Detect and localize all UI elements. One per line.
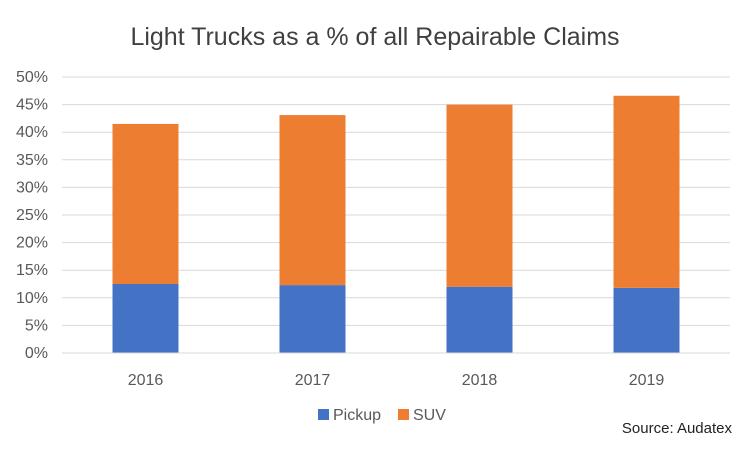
bar-suv-2019 (613, 95, 680, 288)
chart-title: Light Trucks as a % of all Repairable Cl… (130, 23, 619, 51)
y-tick-label: 25% (16, 207, 48, 224)
y-tick-label: 15% (16, 262, 48, 279)
legend-swatch-pickup (318, 409, 329, 420)
x-tick-label: 2019 (629, 372, 665, 389)
y-tick-label: 5% (25, 317, 48, 334)
y-tick-label: 10% (16, 290, 48, 307)
x-tick-label: 2018 (462, 372, 498, 389)
x-tick-label: 2016 (128, 372, 164, 389)
bar-pickup-2016 (112, 284, 179, 353)
bar-pickup-2019 (613, 287, 680, 353)
y-tick-label: 0% (25, 345, 48, 362)
y-tick-label: 35% (16, 152, 48, 169)
bar-suv-2018 (446, 104, 513, 287)
legend-label-pickup: Pickup (333, 407, 381, 424)
x-axis: 2016 2017 2018 2019 (62, 352, 730, 389)
y-tick-label: 20% (16, 235, 48, 252)
y-tick-label: 30% (16, 179, 48, 196)
legend-label-suv: SUV (413, 407, 446, 424)
y-tick-label: 45% (16, 97, 48, 114)
legend-swatch-suv (398, 409, 409, 420)
bar-suv-2016 (112, 123, 179, 284)
y-axis-tick-labels: 0% 5% 10% 15% 20% 25% 30% 35% 40% 45% 50% (16, 69, 48, 362)
x-tick-label: 2017 (295, 372, 331, 389)
source-note: Source: Audatex (621, 420, 732, 437)
bar-pickup-2017 (279, 285, 346, 353)
y-tick-label: 40% (16, 124, 48, 141)
y-tick-label: 50% (16, 69, 48, 86)
bar-pickup-2018 (446, 286, 513, 353)
bar-suv-2017 (279, 115, 346, 286)
legend: Pickup SUV (318, 407, 446, 424)
bars (112, 95, 680, 353)
